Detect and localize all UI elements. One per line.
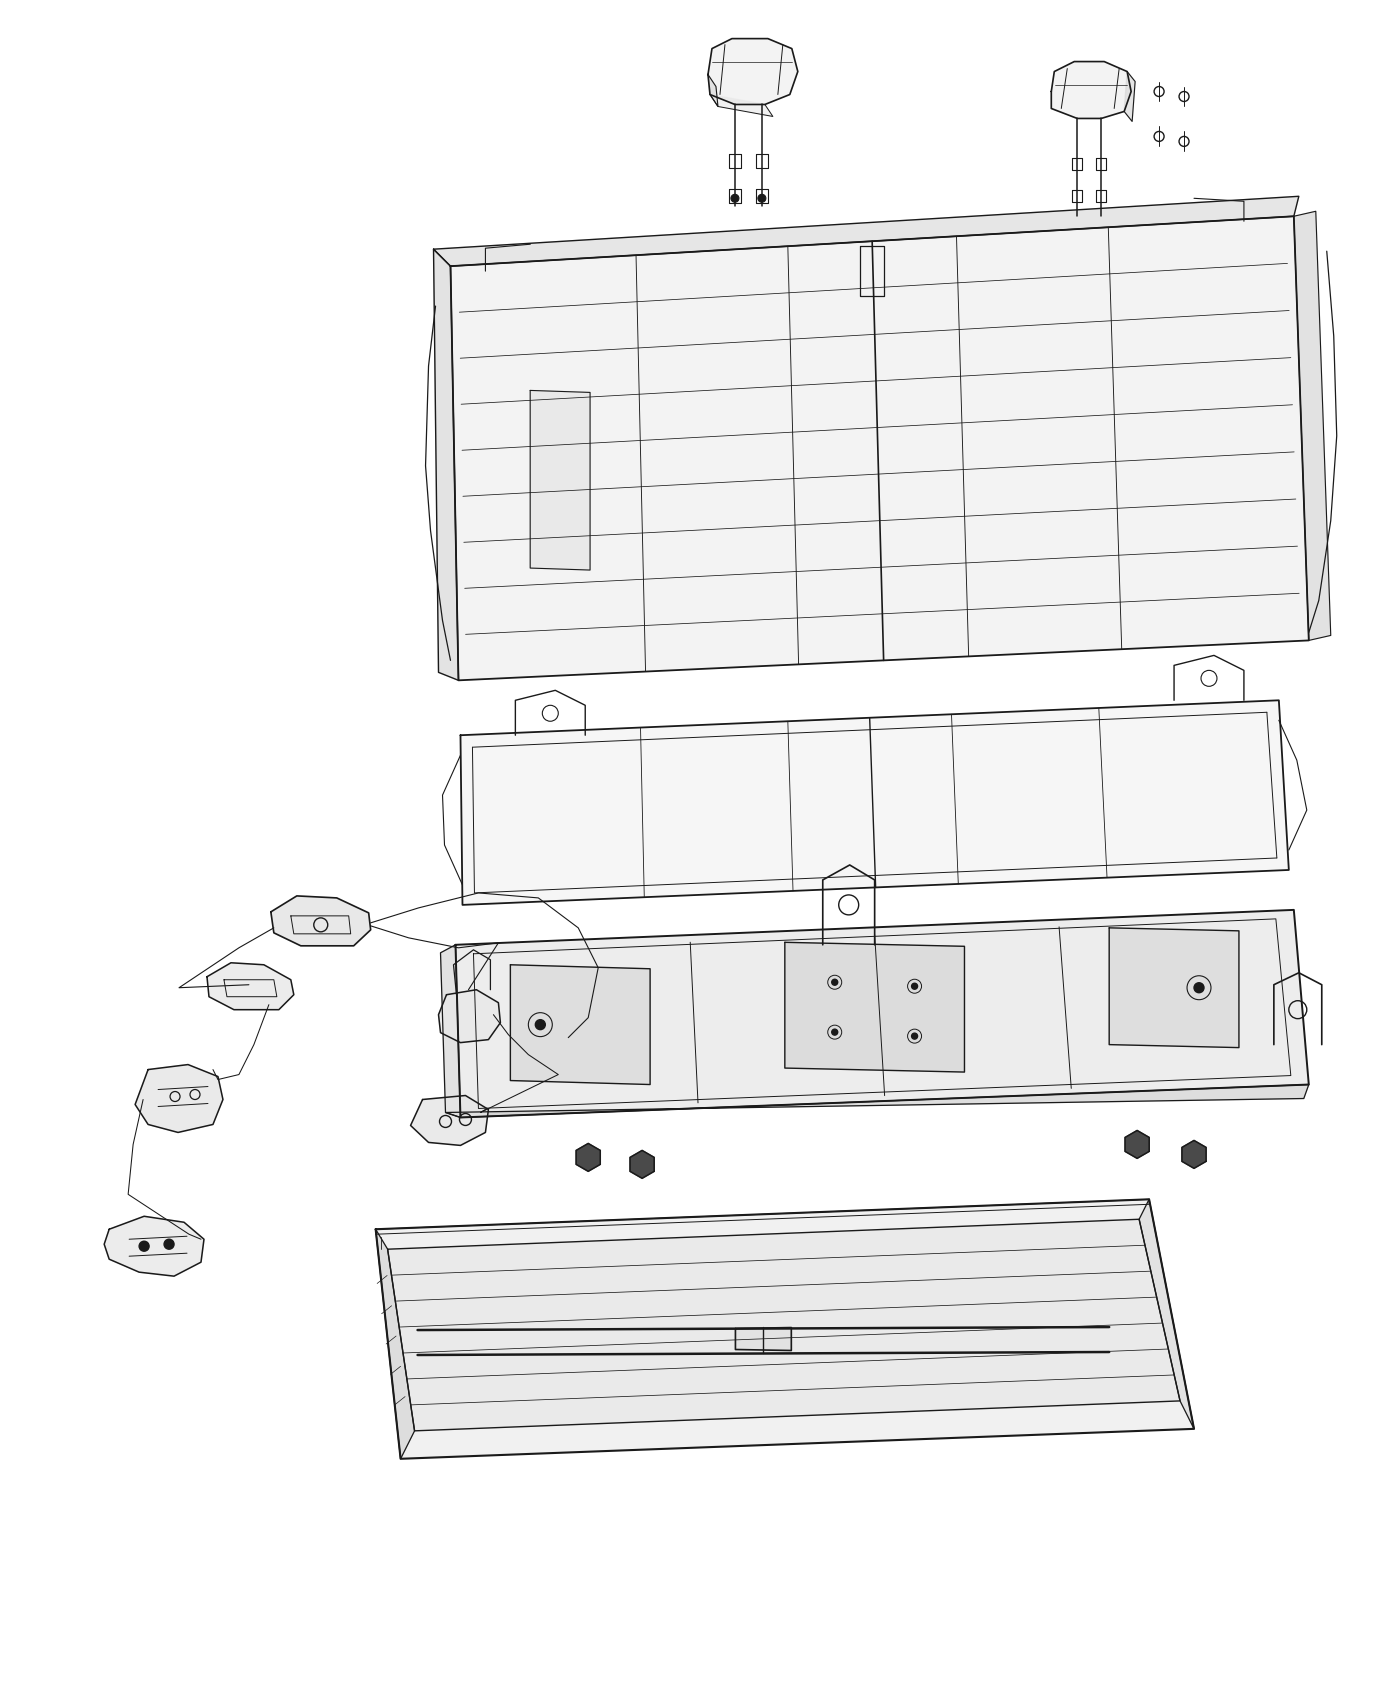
Polygon shape <box>785 942 965 1073</box>
Polygon shape <box>1051 61 1131 119</box>
Polygon shape <box>511 966 650 1085</box>
Polygon shape <box>735 1328 791 1350</box>
Polygon shape <box>434 196 1299 267</box>
Polygon shape <box>1124 71 1135 121</box>
Polygon shape <box>410 1095 489 1146</box>
Polygon shape <box>1126 1130 1149 1158</box>
Circle shape <box>731 194 739 202</box>
Circle shape <box>832 979 837 986</box>
Polygon shape <box>455 910 1309 1117</box>
Polygon shape <box>438 989 500 1042</box>
Polygon shape <box>388 1219 1180 1431</box>
Polygon shape <box>270 896 371 945</box>
Circle shape <box>832 1028 837 1035</box>
Polygon shape <box>461 700 1289 904</box>
Polygon shape <box>1140 1198 1194 1428</box>
Circle shape <box>911 983 917 989</box>
Polygon shape <box>104 1216 204 1277</box>
Polygon shape <box>445 1085 1309 1117</box>
Polygon shape <box>708 39 798 104</box>
Polygon shape <box>1294 211 1331 641</box>
Polygon shape <box>577 1144 601 1171</box>
Polygon shape <box>630 1151 654 1178</box>
Circle shape <box>139 1241 148 1251</box>
Polygon shape <box>451 216 1309 680</box>
Polygon shape <box>375 1229 414 1459</box>
Polygon shape <box>375 1198 1194 1459</box>
Polygon shape <box>1109 928 1239 1047</box>
Polygon shape <box>1182 1141 1207 1168</box>
Polygon shape <box>434 250 458 680</box>
Circle shape <box>757 194 766 202</box>
Circle shape <box>1194 983 1204 993</box>
Circle shape <box>535 1020 546 1030</box>
Circle shape <box>164 1239 174 1250</box>
Polygon shape <box>441 945 461 1117</box>
Circle shape <box>911 1034 917 1039</box>
Polygon shape <box>708 75 718 107</box>
Polygon shape <box>710 95 773 117</box>
Polygon shape <box>136 1064 223 1132</box>
Polygon shape <box>531 391 589 570</box>
Polygon shape <box>207 962 294 1010</box>
